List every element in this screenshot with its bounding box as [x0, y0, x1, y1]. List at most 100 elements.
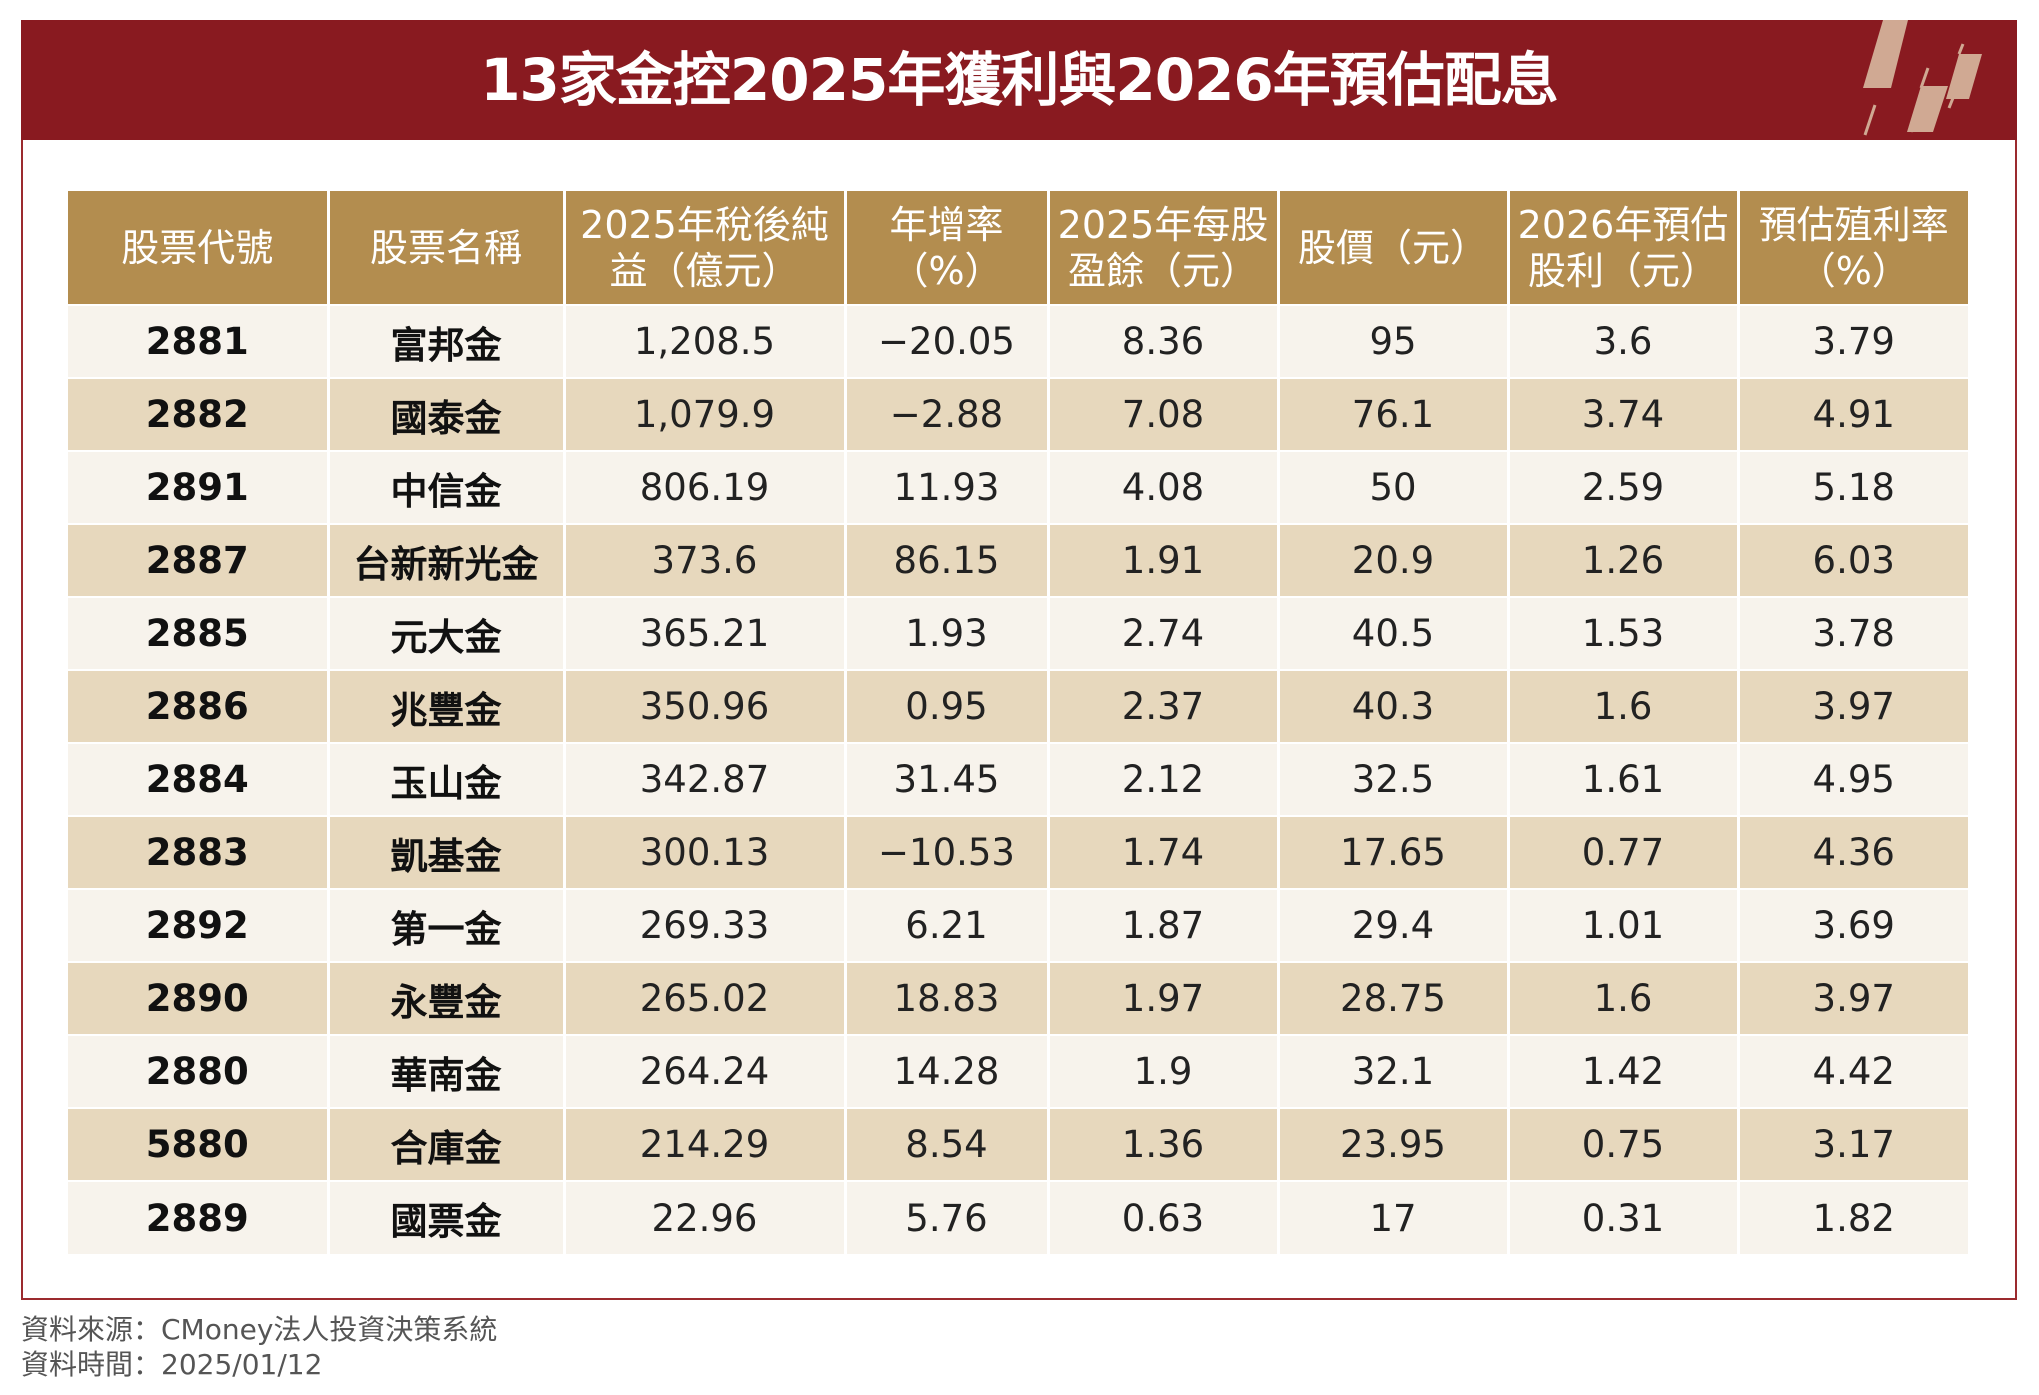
table-cell: 4.95 [1738, 742, 1968, 816]
column-header: 2026年預估股利（元） [1508, 191, 1740, 305]
table-cell: 中信金 [328, 450, 566, 524]
table-row: 2881 富邦金 1,208.5 −20.05 8.36 95 3.6 3.79 [68, 304, 1968, 378]
page-title: 13家金控2025年獲利與2026年預估配息 [480, 46, 1559, 114]
table-cell: 2883 [68, 815, 330, 889]
table-row: 2889 國票金 22.96 5.76 0.63 17 0.31 1.82 [68, 1180, 1968, 1254]
column-header: 2025年稅後純益（億元） [564, 191, 847, 305]
table-cell: 1.26 [1508, 523, 1740, 597]
table-cell: 1,208.5 [564, 304, 847, 378]
table-cell: 18.83 [845, 961, 1050, 1035]
table-row: 2892 第一金 269.33 6.21 1.87 29.4 1.01 3.69 [68, 888, 1968, 962]
table-cell: 4.36 [1738, 815, 1968, 889]
table-cell: 1.53 [1508, 596, 1740, 670]
table-cell: 365.21 [564, 596, 847, 670]
table-row: 2885 元大金 365.21 1.93 2.74 40.5 1.53 3.78 [68, 596, 1968, 670]
table-cell: 2885 [68, 596, 330, 670]
table-cell: 264.24 [564, 1034, 847, 1108]
table-cell: 2887 [68, 523, 330, 597]
table-cell: 2.59 [1508, 450, 1740, 524]
table-cell: 11.93 [845, 450, 1050, 524]
table-cell: 1.82 [1738, 1180, 1968, 1254]
table-cell: 1.93 [845, 596, 1050, 670]
title-banner: 13家金控2025年獲利與2026年預估配息 [21, 20, 2017, 140]
table-cell: 8.36 [1048, 304, 1280, 378]
table-cell: 國泰金 [328, 377, 566, 451]
table-cell: 6.21 [845, 888, 1050, 962]
column-header: 股票代號 [68, 191, 330, 305]
table-cell: 7.08 [1048, 377, 1280, 451]
table-cell: 1.6 [1508, 669, 1740, 743]
table-cell: 4.91 [1738, 377, 1968, 451]
date-note: 資料時間：2025/01/12 [21, 1348, 323, 1381]
table-cell: 2890 [68, 961, 330, 1035]
table-cell: 台新新光金 [328, 523, 566, 597]
table-cell: 32.1 [1278, 1034, 1510, 1108]
table-row: 2880 華南金 264.24 14.28 1.9 32.1 1.42 4.42 [68, 1034, 1968, 1108]
column-header: 年增率（%） [845, 191, 1050, 305]
table-cell: 40.5 [1278, 596, 1510, 670]
table-cell: 3.17 [1738, 1107, 1968, 1181]
table-cell: 1.42 [1508, 1034, 1740, 1108]
table-row: 2887 台新新光金 373.6 86.15 1.91 20.9 1.26 6.03 [68, 523, 1968, 597]
table-cell: 14.28 [845, 1034, 1050, 1108]
table-cell: 5880 [68, 1107, 330, 1181]
table-cell: 5.18 [1738, 450, 1968, 524]
table-cell: 1.91 [1048, 523, 1280, 597]
table-cell: 2881 [68, 304, 330, 378]
table-cell: 300.13 [564, 815, 847, 889]
source-note: 資料來源：CMoney法人投資決策系統 [21, 1313, 498, 1346]
table-cell: 20.9 [1278, 523, 1510, 597]
table-cell: 31.45 [845, 742, 1050, 816]
table-cell: 0.63 [1048, 1180, 1280, 1254]
table-cell: 合庫金 [328, 1107, 566, 1181]
table-cell: 凱基金 [328, 815, 566, 889]
table-cell: 6.03 [1738, 523, 1968, 597]
table-cell: 265.02 [564, 961, 847, 1035]
table-cell: 2.37 [1048, 669, 1280, 743]
table-cell: 22.96 [564, 1180, 847, 1254]
table-cell: 2884 [68, 742, 330, 816]
table-cell: 76.1 [1278, 377, 1510, 451]
table-cell: 1.36 [1048, 1107, 1280, 1181]
table-header-row: 股票代號 股票名稱 2025年稅後純益（億元） 年增率（%） 2025年每股盈餘（元）股… [68, 191, 1968, 305]
table-cell: 華南金 [328, 1034, 566, 1108]
table-cell: 17 [1278, 1180, 1510, 1254]
table-cell: 350.96 [564, 669, 847, 743]
table-cell: 3.79 [1738, 304, 1968, 378]
financial-holdings-table: 股票代號 股票名稱 2025年稅後純益（億元） 年增率（%） 2025年每股盈餘（元）股… [68, 191, 1968, 1254]
table-cell: 1,079.9 [564, 377, 847, 451]
table-cell: 214.29 [564, 1107, 847, 1181]
table-row: 2882 國泰金 1,079.9 −2.88 7.08 76.1 3.74 4.91 [68, 377, 1968, 451]
table-cell: 17.65 [1278, 815, 1510, 889]
table-cell: 第一金 [328, 888, 566, 962]
column-header: 預估殖利率（%） [1738, 191, 1968, 305]
table-cell: 806.19 [564, 450, 847, 524]
table-cell: 2880 [68, 1034, 330, 1108]
column-header: 股票名稱 [328, 191, 566, 305]
table-cell: 5.76 [845, 1180, 1050, 1254]
table-row: 2884 玉山金 342.87 31.45 2.12 32.5 1.61 4.95 [68, 742, 1968, 816]
table-cell: 3.6 [1508, 304, 1740, 378]
table-cell: 1.9 [1048, 1034, 1280, 1108]
table-cell: 1.61 [1508, 742, 1740, 816]
table-row: 2890 永豐金 265.02 18.83 1.97 28.75 1.6 3.97 [68, 961, 1968, 1035]
table-cell: 29.4 [1278, 888, 1510, 962]
table-cell: 永豐金 [328, 961, 566, 1035]
table-cell: −10.53 [845, 815, 1050, 889]
table-cell: 2882 [68, 377, 330, 451]
table-cell: 3.97 [1738, 961, 1968, 1035]
table-cell: 40.3 [1278, 669, 1510, 743]
table-cell: 2.74 [1048, 596, 1280, 670]
table-cell: 1.87 [1048, 888, 1280, 962]
table-cell: 86.15 [845, 523, 1050, 597]
table-cell: 0.31 [1508, 1180, 1740, 1254]
table-cell: 3.78 [1738, 596, 1968, 670]
table-cell: 3.69 [1738, 888, 1968, 962]
table-row: 5880 合庫金 214.29 8.54 1.36 23.95 0.75 3.17 [68, 1107, 1968, 1181]
table-cell: 28.75 [1278, 961, 1510, 1035]
candlestick-chart-icon [1863, 20, 1982, 136]
table-cell: 國票金 [328, 1180, 566, 1254]
table-cell: 0.75 [1508, 1107, 1740, 1181]
table-cell: 4.08 [1048, 450, 1280, 524]
table-cell: 1.74 [1048, 815, 1280, 889]
